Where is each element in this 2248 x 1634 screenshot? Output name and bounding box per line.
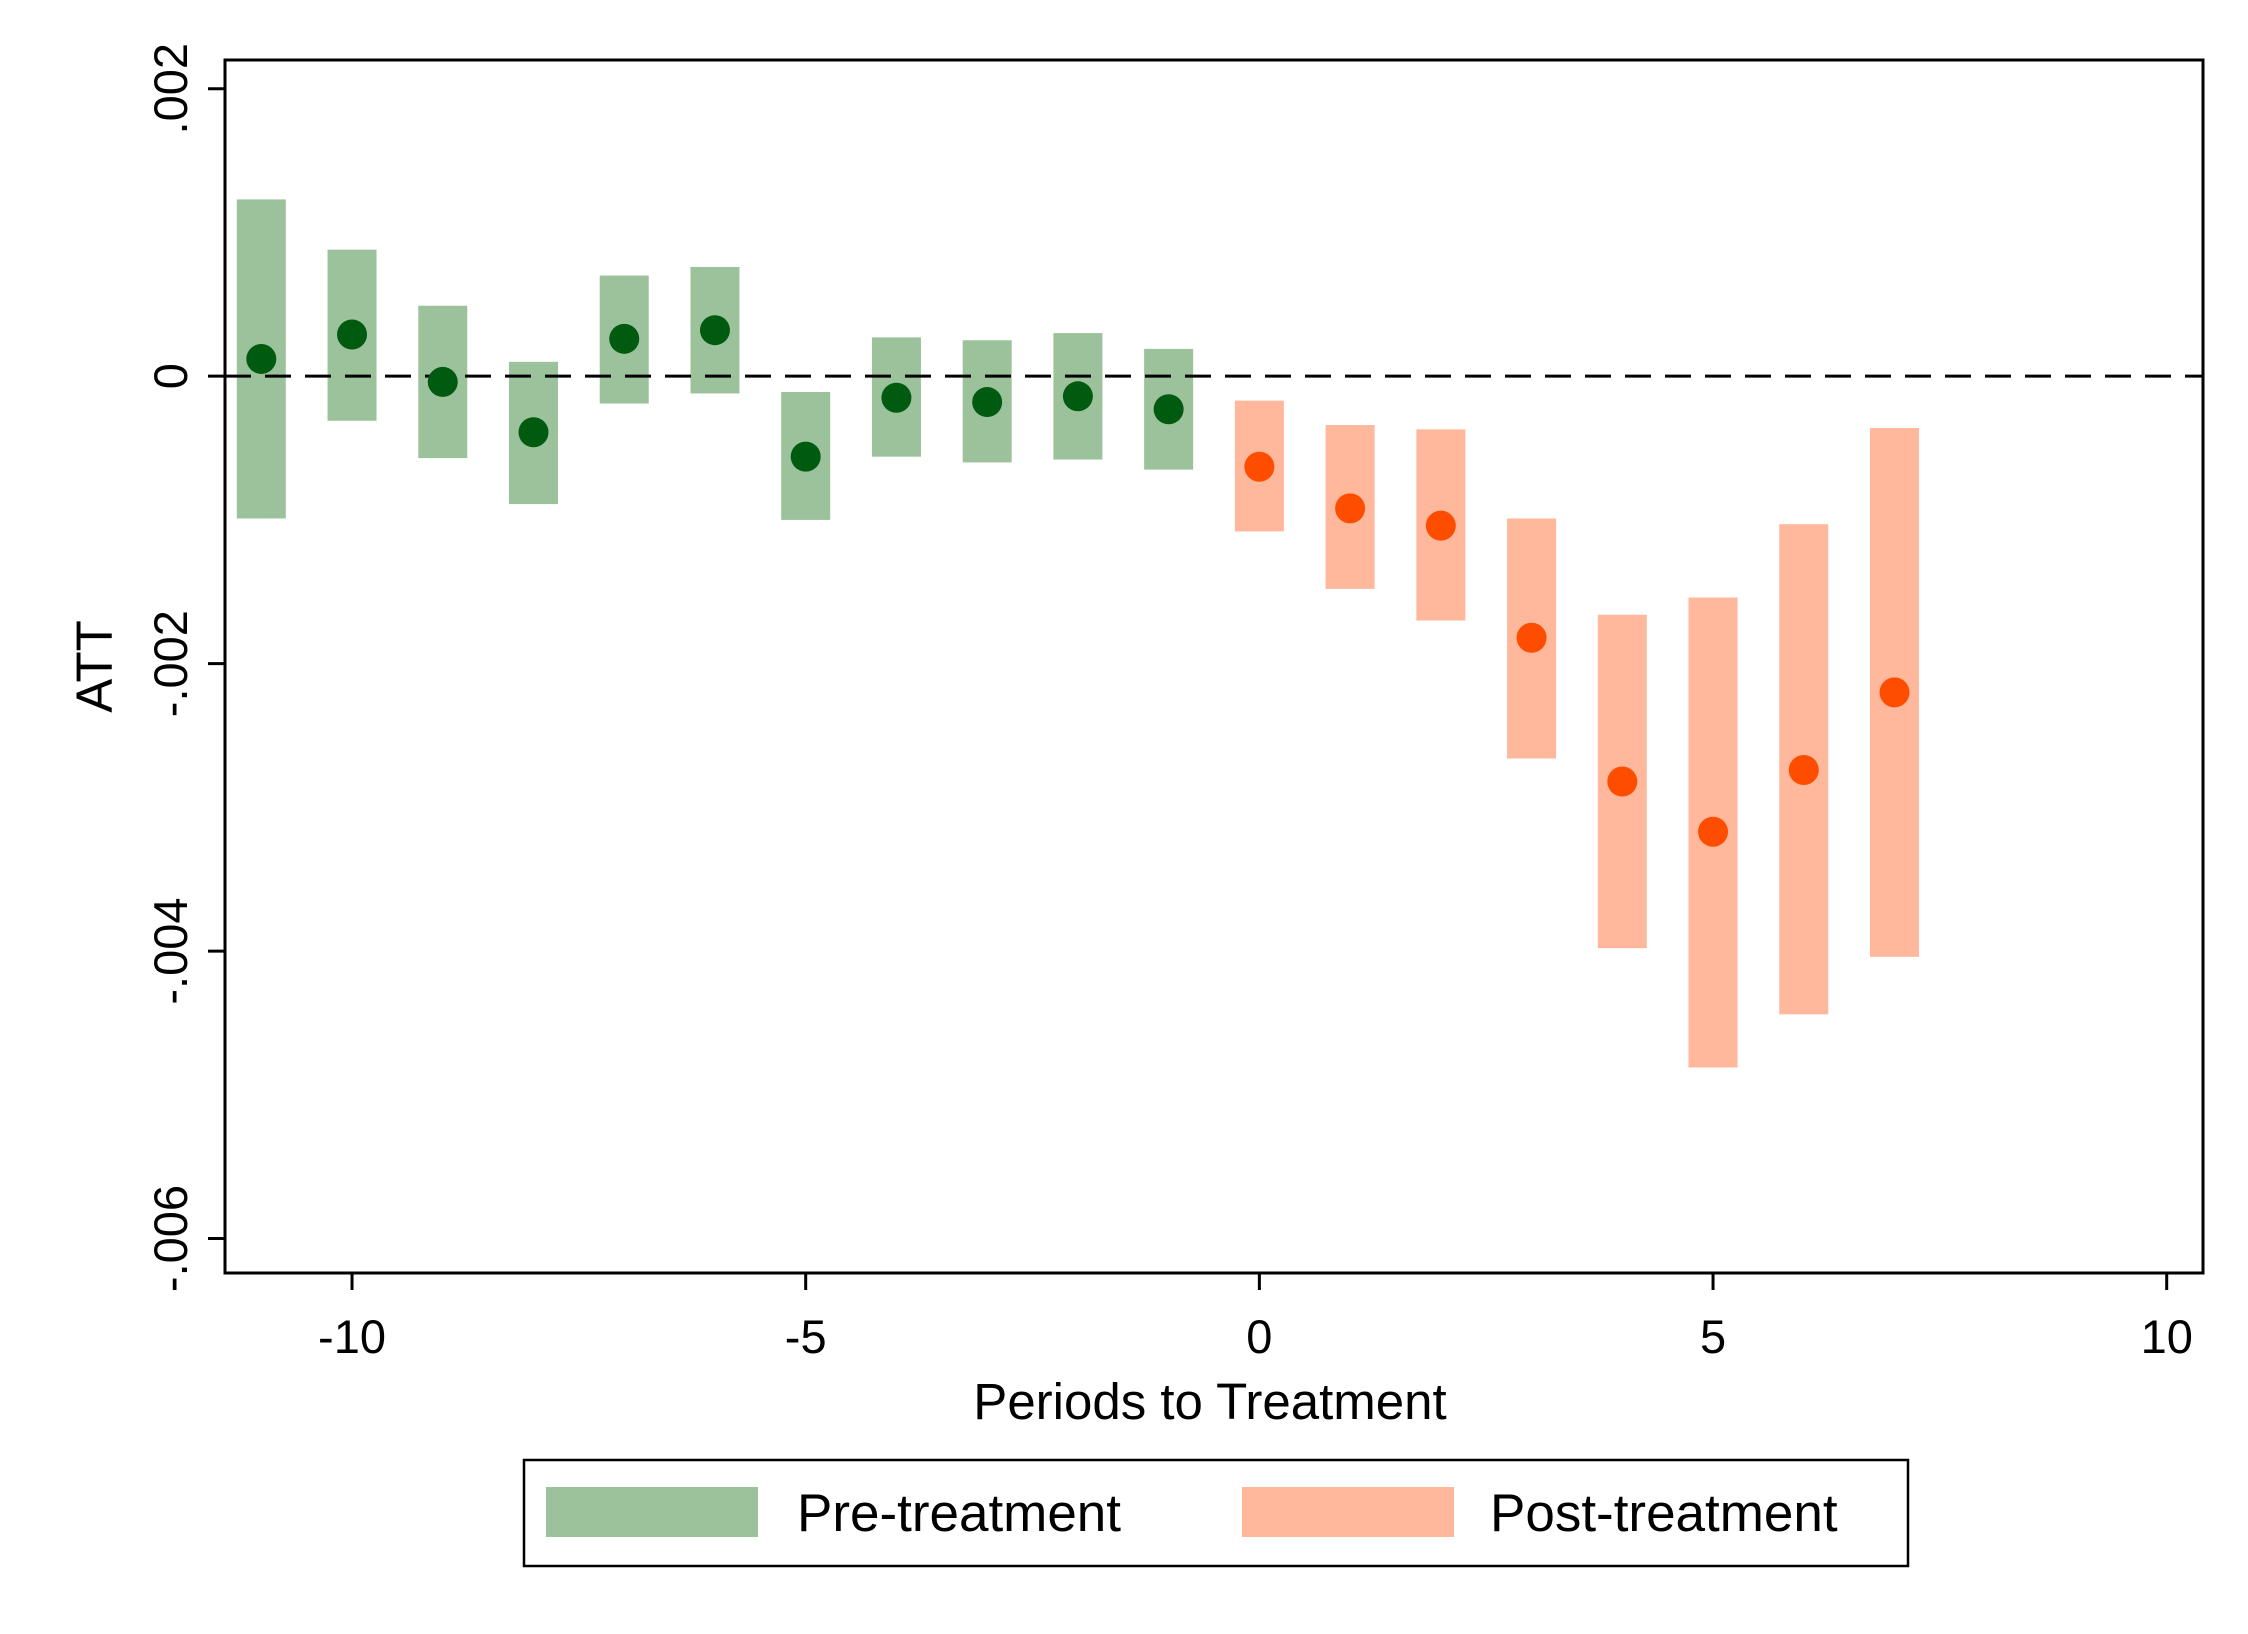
point-post-4 [1607,766,1638,797]
x-tick-label: 0 [1246,1310,1272,1363]
legend-swatch-pre-treatment [546,1487,758,1537]
x-tick-label: 10 [2141,1310,2193,1363]
y-tick-label: -.002 [144,610,197,717]
x-tick-label: -10 [318,1310,386,1363]
x-tick-label: 5 [1700,1310,1726,1363]
point-post-1 [1335,493,1366,524]
y-tick-label: .002 [144,43,197,134]
legend-label-post-treatment: Post-treatment [1490,1484,1838,1543]
y-axis: .002 0 -.002 -.004 -.006 [144,43,225,1292]
point-pre--6 [699,315,730,346]
x-axis: -10 -5 0 5 10 [318,1273,2193,1363]
point-post-5 [1698,816,1729,847]
point-pre--7 [609,323,640,354]
point-post-0 [1244,451,1275,482]
y-tick-label: -.006 [144,1185,197,1292]
point-pre--3 [972,387,1003,418]
point-pre--5 [790,441,821,472]
legend-swatch-post-treatment [1242,1487,1454,1537]
point-post-7 [1879,677,1910,708]
legend-label-pre-treatment: Pre-treatment [797,1484,1121,1543]
point-post-2 [1425,510,1456,541]
point-pre--8 [518,417,549,448]
plot-frame [223,58,2205,1275]
point-pre--11 [246,343,277,374]
y-tick-label: 0 [144,363,197,389]
point-pre--1 [1153,394,1184,425]
point-post-6 [1788,754,1819,785]
x-tick-label: -5 [785,1310,827,1363]
confidence-intervals [236,199,1920,1068]
point-pre--4 [881,382,912,413]
y-tick-label: -.004 [144,897,197,1004]
point-pre--10 [337,319,368,350]
point-pre--9 [427,366,458,397]
y-axis-title: ATT [66,620,123,713]
x-axis-title: Periods to Treatment [973,1373,1446,1430]
legend: Pre-treatment Post-treatment [522,1458,1910,1568]
point-pre--2 [1062,381,1093,412]
point-estimates [246,315,1910,847]
point-post-3 [1516,622,1547,653]
